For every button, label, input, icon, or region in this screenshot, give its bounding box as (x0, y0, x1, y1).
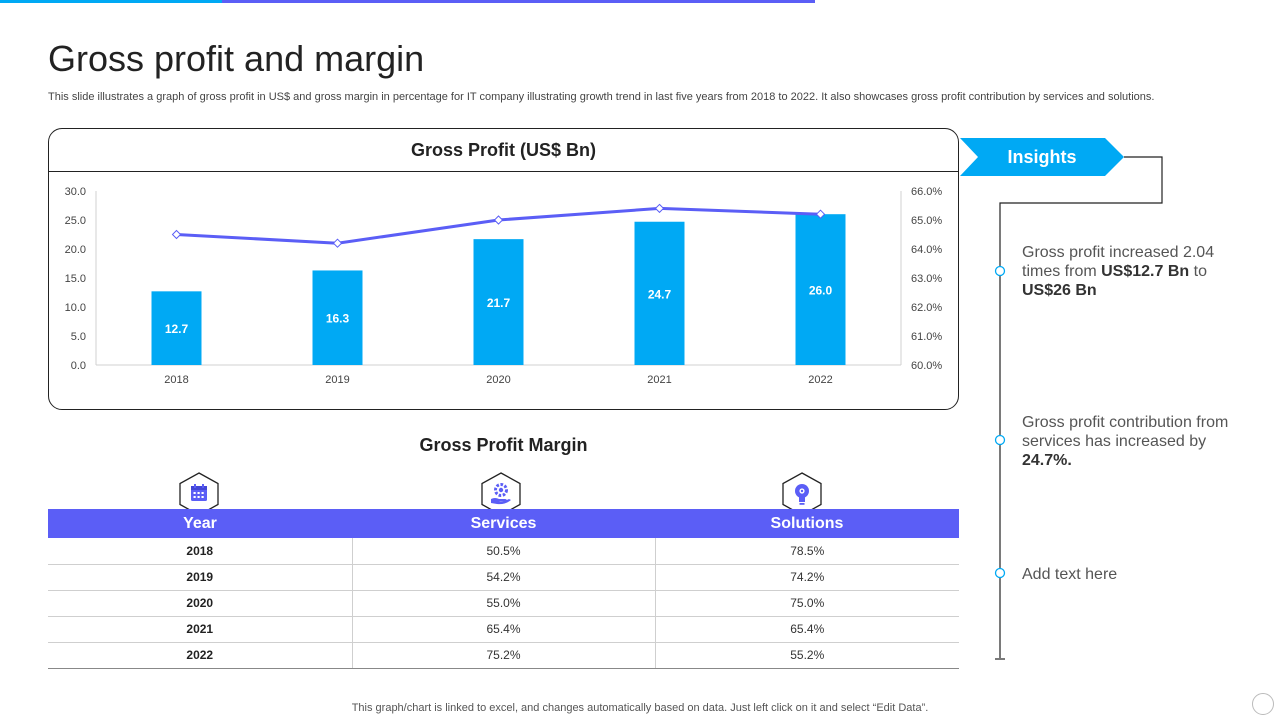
column-header-solutions: Solutions (655, 509, 959, 538)
insight-item-2: Gross profit contribution from services … (1022, 413, 1232, 470)
timeline-dot (994, 567, 1006, 579)
bar-data-label: 26.0 (809, 284, 833, 298)
bar-2022 (795, 214, 846, 365)
top-accent-bar-purple (222, 0, 815, 3)
insight-3-text: Add text here (1022, 566, 1118, 583)
y-tick-label-left: 15.0 (65, 273, 86, 285)
insight-1-text-mid: to (1189, 263, 1207, 280)
x-tick-label: 2019 (325, 374, 349, 386)
bar-2019 (312, 270, 363, 365)
cell-solutions: 74.2% (655, 564, 959, 591)
insight-item-1: Gross profit increased 2.04 times from U… (1022, 243, 1232, 300)
gross-profit-margin-table: Year Services Solutions 2018 50.5% 78.5%… (48, 509, 959, 669)
calendar-icon (179, 472, 219, 516)
insights-banner-shape (960, 138, 1124, 176)
cell-services: 50.5% (352, 538, 656, 565)
y-tick-label-left: 30.0 (65, 186, 86, 198)
footer-note: This graph/chart is linked to excel, and… (351, 702, 929, 714)
bar-data-label: 16.3 (326, 312, 350, 326)
bar-data-label: 12.7 (165, 322, 189, 336)
cell-solutions: 65.4% (655, 616, 959, 643)
cell-services: 55.0% (352, 590, 656, 617)
insights-timeline: Insights (960, 138, 1163, 660)
cell-year: 2018 (48, 538, 353, 565)
cell-services: 54.2% (352, 564, 656, 591)
column-header-year: Year (48, 509, 352, 538)
cell-solutions: 75.0% (655, 590, 959, 617)
y-tick-label-right: 66.0% (911, 186, 942, 198)
table-header-row: Year Services Solutions (48, 509, 959, 538)
cell-year: 2019 (48, 564, 353, 591)
bar-2018 (151, 291, 202, 365)
line-point-2018 (171, 229, 182, 240)
cell-services: 65.4% (352, 616, 656, 643)
page-title: Gross profit and margin (48, 38, 425, 79)
bar-data-label: 24.7 (648, 287, 672, 301)
timeline-dot (994, 434, 1006, 446)
insight-item-3: Add text here (1022, 565, 1232, 584)
x-tick-label: 2022 (808, 374, 832, 386)
table-row: 2019 54.2% 74.2% (48, 564, 959, 591)
table-row: 2021 65.4% 65.4% (48, 616, 959, 643)
y-tick-label-right: 63.0% (911, 273, 942, 285)
page-subtitle: This slide illustrates a graph of gross … (48, 91, 1155, 103)
corner-circle-button[interactable] (1252, 693, 1274, 715)
insight-2-text: Gross profit contribution from services … (1022, 414, 1229, 450)
gross-profit-chart[interactable]: Gross Profit (US$ Bn) 0.0 5.0 10.0 15.0 20.0… (48, 128, 959, 410)
chart-canvas: 0.0 5.0 10.0 15.0 20.0 25.0 30.0 60.0% 61.0% 62.0… (65, 186, 943, 386)
line-point-2021 (654, 203, 665, 214)
margin-line-series (176, 206, 821, 245)
cell-services: 75.2% (352, 642, 656, 669)
x-tick-label: 2020 (486, 374, 510, 386)
margin-table-title: Gross Profit Margin (419, 435, 588, 455)
column-header-services: Services (352, 509, 655, 538)
cell-solutions: 78.5% (655, 538, 959, 565)
y-tick-label-right: 62.0% (911, 302, 942, 314)
y-tick-label-left: 25.0 (65, 215, 86, 227)
line-point-2019 (332, 238, 343, 248)
y-tick-label-right: 65.0% (911, 215, 942, 227)
timeline-dot (994, 265, 1006, 277)
y-tick-label-right: 60.0% (911, 360, 942, 372)
y-tick-label-left: 20.0 (65, 244, 86, 256)
line-point-2020 (493, 215, 504, 225)
cell-year: 2020 (48, 590, 353, 617)
bar-data-label: 21.7 (487, 296, 511, 310)
x-tick-label: 2021 (647, 374, 671, 386)
y-tick-label-left: 5.0 (71, 331, 86, 343)
bar-2021 (634, 221, 685, 365)
y-tick-label-left: 0.0 (71, 360, 86, 372)
insight-1-bold-a: US$12.7 Bn (1101, 263, 1190, 280)
insight-1-bold-b: US$26 Bn (1022, 282, 1097, 299)
insights-heading: Insights (1007, 147, 1076, 167)
bar-2020 (473, 239, 524, 365)
table-row: 2018 50.5% 78.5% (48, 538, 959, 565)
insight-2-bold: 24.7%. (1022, 452, 1072, 469)
table-row: 2020 55.0% 75.0% (48, 590, 959, 617)
y-tick-label-right: 64.0% (911, 244, 942, 256)
y-tick-label-left: 10.0 (65, 302, 86, 314)
table-row: 2022 75.2% 55.2% (48, 642, 959, 669)
cell-year: 2021 (48, 616, 353, 643)
cell-year: 2022 (48, 642, 353, 669)
chart-title: Gross Profit (US$ Bn) (49, 129, 958, 172)
line-point-2022 (815, 209, 826, 219)
x-tick-label: 2018 (164, 374, 188, 386)
top-accent-bar-blue (0, 0, 222, 3)
insights-connector-line (999, 156, 1163, 658)
y-tick-label-right: 61.0% (911, 331, 942, 343)
insight-1-text: Gross profit increased 2.04 times from (1022, 244, 1215, 280)
cell-solutions: 55.2% (655, 642, 959, 669)
